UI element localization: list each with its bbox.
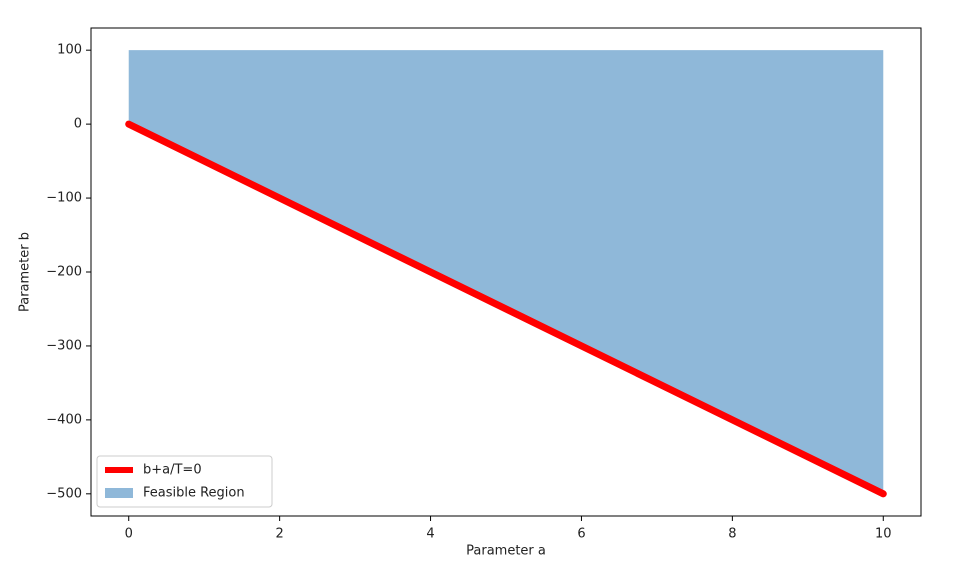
y-tick-label: 100 [57,43,82,58]
x-tick-label: 10 [875,527,892,542]
y-tick-label: −300 [46,338,82,353]
x-tick-label: 2 [275,527,283,542]
legend-label: b+a/T=0 [143,463,202,478]
legend-box [96,455,273,508]
x-tick-label: 0 [125,527,133,542]
x-tick-label: 4 [426,527,434,542]
y-tick-label: −100 [46,191,82,206]
y-tick-label: −400 [46,412,82,427]
y-tick-label: −200 [46,265,82,280]
legend-swatch [105,488,133,498]
y-tick-label: 0 [74,117,82,132]
x-axis-label: Parameter a [466,544,546,559]
y-axis-label: Parameter b [18,232,33,312]
y-tick-label: −500 [46,486,82,501]
legend-label: Feasible Region [143,486,245,501]
line [125,120,887,498]
feasible-area [128,50,884,494]
x-tick-label: 6 [577,527,585,542]
x-tick-label: 8 [728,527,736,542]
